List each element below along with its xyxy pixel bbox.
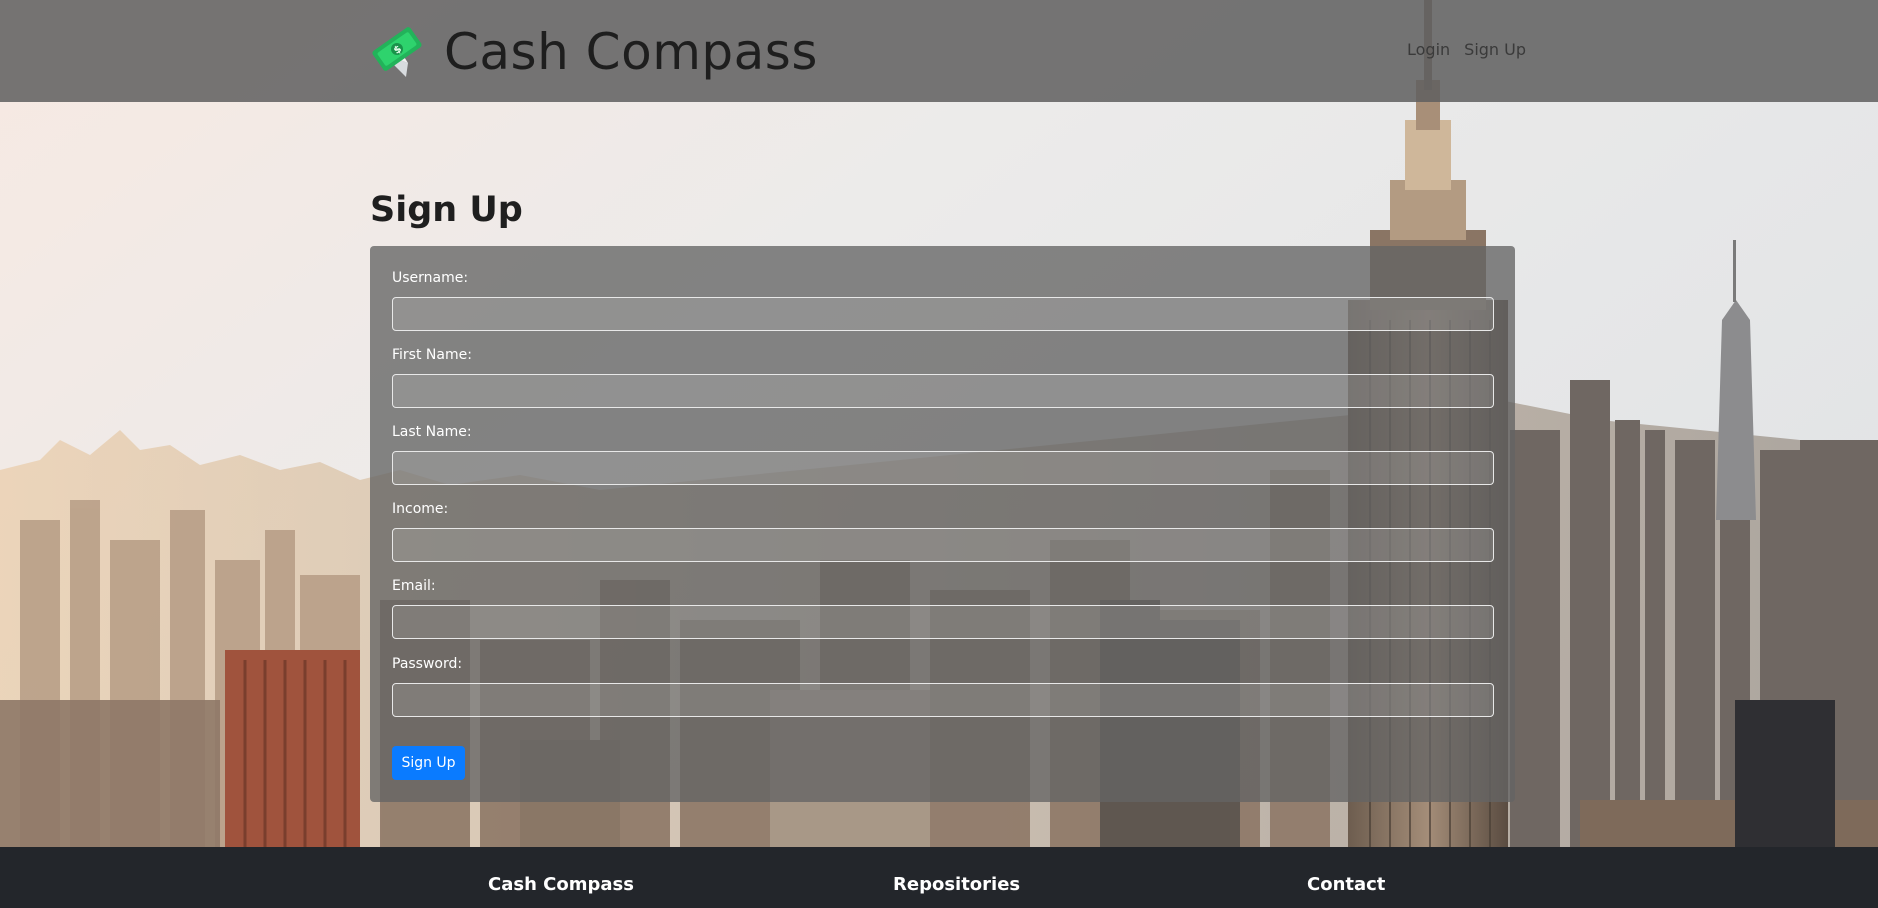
email-label: Email:	[392, 578, 436, 594]
top-navbar: $ Cash Compass Login Sign Up	[0, 0, 1878, 102]
password-input[interactable]	[392, 683, 1494, 717]
footer: Cash Compass Repositories Contact	[0, 847, 1878, 908]
signup-submit-button[interactable]: Sign Up	[392, 746, 465, 780]
income-label: Income:	[392, 501, 449, 517]
email-input[interactable]	[392, 605, 1494, 639]
nav-links: Login Sign Up	[1407, 40, 1526, 59]
nav-signup-link[interactable]: Sign Up	[1464, 40, 1527, 59]
brand[interactable]: $ Cash Compass	[368, 22, 818, 82]
footer-heading-cash-compass: Cash Compass	[488, 874, 634, 895]
nav-login-link[interactable]: Login	[1407, 40, 1451, 59]
footer-heading-contact: Contact	[1307, 874, 1386, 895]
last-name-label: Last Name:	[392, 424, 472, 440]
page-title: Sign Up	[370, 190, 523, 230]
footer-heading-repositories: Repositories	[893, 874, 1021, 895]
password-label: Password:	[392, 656, 463, 672]
username-label: Username:	[392, 270, 469, 286]
money-bill-compass-icon: $	[372, 27, 422, 77]
last-name-input[interactable]	[392, 451, 1494, 485]
first-name-input[interactable]	[392, 374, 1494, 408]
first-name-label: First Name:	[392, 347, 472, 363]
brand-name: Cash Compass	[444, 23, 818, 81]
income-input[interactable]	[392, 528, 1494, 562]
username-input[interactable]	[392, 297, 1494, 331]
signup-form: Username: First Name: Last Name: Income:…	[370, 246, 1515, 802]
